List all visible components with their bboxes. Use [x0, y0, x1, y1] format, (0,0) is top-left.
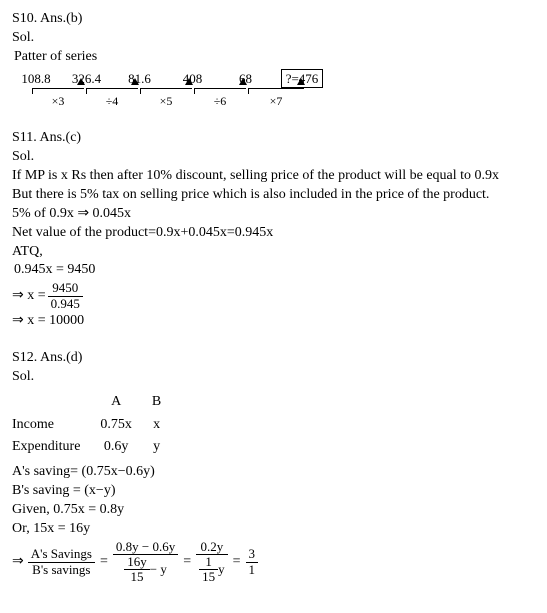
ratio-frac-2: 0.8y − 0.6y 16y 15 − y [113, 540, 178, 585]
tbl-inc-a: 0.75x [100, 414, 152, 437]
ratio3-den-tail: y [218, 562, 225, 577]
s10-sol-label: Sol. [12, 29, 535, 48]
solution-11: S11. Ans.(c) Sol. If MP is x Rs then aft… [12, 129, 535, 331]
s11-line-4: Net value of the product=0.9x+0.045x=0.9… [12, 224, 535, 243]
eq-3: = [233, 553, 241, 572]
eq-1: = [100, 553, 108, 572]
ratio2-den: 16y 15 − y [113, 554, 178, 585]
s11-line-6: 0.945x = 9450 [14, 261, 535, 280]
s11-line-8: ⇒ x = 10000 [12, 312, 535, 331]
ratio2-inner-den: 15 [124, 569, 150, 584]
tbl-head-a: A [100, 391, 152, 414]
s11-heading: S11. Ans.(c) [12, 129, 535, 148]
op-0: ×3 [52, 93, 65, 109]
series-numbers-row: 108.8 326.4 81.6 408 68 ?=476 [12, 69, 535, 89]
series-ops-row: ×3 ÷4 ×5 ÷6 ×7 [32, 88, 535, 111]
eq-2: = [183, 553, 191, 572]
s11-line-5: ATQ, [12, 243, 535, 262]
s11-line-2: But there is 5% tax on selling price whi… [12, 186, 535, 205]
s11-sol-label: Sol. [12, 148, 535, 167]
ratio-frac-3: 0.2y 1 15 y [196, 540, 228, 585]
series-num-0: 108.8 [12, 70, 60, 88]
s11-l7-den: 0.945 [48, 296, 83, 311]
op-seg-2: ×5 [140, 88, 192, 111]
tbl-exp-a: 0.6y [100, 436, 152, 459]
s12-table: A B Income 0.75x x Expenditure 0.6y y [12, 391, 181, 460]
op-1: ÷4 [106, 93, 119, 109]
ratio-lead: ⇒ [12, 553, 24, 572]
s12-line-4: Or, 15x = 16y [12, 520, 535, 539]
op-seg-1: ÷4 [86, 88, 138, 111]
tbl-head-b: B [152, 391, 181, 414]
ratio2-num: 0.8y − 0.6y [113, 540, 178, 554]
s11-line-7: ⇒ x = 9450 0.945 [12, 281, 535, 311]
op-3: ÷6 [214, 93, 227, 109]
ratio-frac-1: A's Savings B's savings [28, 547, 95, 577]
s12-sol-label: Sol. [12, 368, 535, 387]
s11-line-3: 5% of 0.9x ⇒ 0.045x [12, 205, 535, 224]
s10-pattern-label: Patter of series [14, 48, 535, 67]
op-seg-4: ×7 [248, 88, 304, 111]
ratio3-den: 1 15 y [196, 554, 228, 585]
ratio2-den-tail: − y [150, 562, 167, 577]
s12-line-3: Given, 0.75x = 0.8y [12, 501, 535, 520]
s12-line-1: A's saving= (0.75x−0.6y) [12, 463, 535, 482]
tbl-row-exp: Expenditure [12, 436, 100, 459]
ratio3-num: 0.2y [196, 540, 228, 554]
op-4: ×7 [270, 93, 283, 109]
solution-10: S10. Ans.(b) Sol. Patter of series 108.8… [12, 10, 535, 111]
ratio2-inner-num: 16y [124, 555, 150, 569]
tbl-exp-b: y [152, 436, 181, 459]
ratio4-den: 1 [246, 562, 259, 577]
s11-l7-lead: ⇒ x = [12, 287, 46, 306]
s11-l7-num: 9450 [48, 281, 83, 295]
s12-ratio-line: ⇒ A's Savings B's savings = 0.8y − 0.6y … [12, 540, 535, 585]
op-seg-0: ×3 [32, 88, 84, 111]
ratio3-inner-den: 15 [199, 569, 218, 584]
ratio1-den: B's savings [28, 562, 95, 577]
ratio3-inner-frac: 1 15 [199, 555, 218, 585]
s12-heading: S12. Ans.(d) [12, 349, 535, 368]
op-2: ×5 [160, 93, 173, 109]
series-num-1: 326.4 [60, 70, 113, 88]
s11-l7-frac: 9450 0.945 [48, 281, 83, 311]
ratio-frac-4: 3 1 [246, 547, 259, 577]
s12-line-2: B's saving = (x−y) [12, 482, 535, 501]
tbl-row-income: Income [12, 414, 100, 437]
op-seg-3: ÷6 [194, 88, 246, 111]
s11-line-1: If MP is x Rs then after 10% discount, s… [12, 167, 535, 186]
tbl-inc-b: x [152, 414, 181, 437]
s10-heading: S10. Ans.(b) [12, 10, 535, 29]
ratio1-num: A's Savings [28, 547, 95, 561]
ratio3-inner-num: 1 [199, 555, 218, 569]
ratio2-inner-frac: 16y 15 [124, 555, 150, 585]
solution-12: S12. Ans.(d) Sol. A B Income 0.75x x Exp… [12, 349, 535, 585]
ratio4-num: 3 [246, 547, 259, 561]
series-num-2: 81.6 [113, 70, 166, 88]
